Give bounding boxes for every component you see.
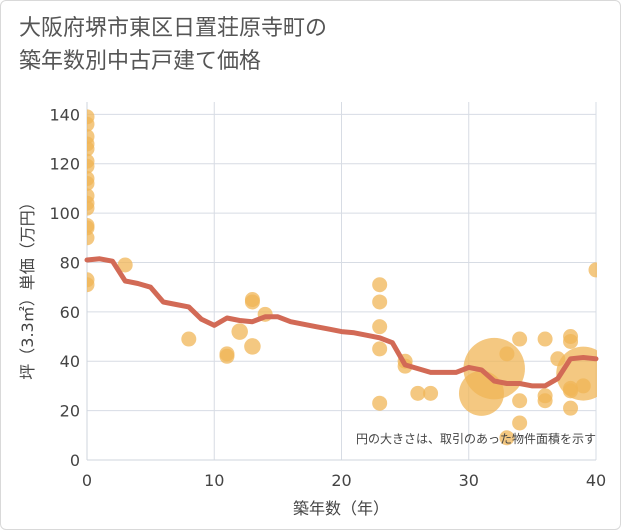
axis-ticks: 0 20 40 60 80 100 120 140 0 10 20 30 40 <box>49 105 606 490</box>
scatter-point <box>87 200 95 216</box>
scatter-point <box>512 415 528 431</box>
x-tick-label: 0 <box>82 471 92 490</box>
chart-title: 大阪府堺市東区日置荘原寺町の 築年数別中古戸建て価格 <box>19 16 328 74</box>
scatter-point <box>87 141 95 157</box>
scatter-point <box>117 257 133 273</box>
y-tick-label: 80 <box>60 253 80 272</box>
x-tick-label: 10 <box>204 471 224 490</box>
y-tick-label: 20 <box>60 402 80 421</box>
y-tick-label: 60 <box>60 303 80 322</box>
scatter-point <box>499 346 515 362</box>
y-tick-label: 120 <box>49 155 80 174</box>
scatter-point <box>219 348 235 364</box>
scatter-point <box>87 175 95 191</box>
scatter-point <box>563 333 579 349</box>
scatter-point <box>87 277 95 293</box>
scatter-point <box>563 383 579 399</box>
scatter-point <box>537 393 553 409</box>
trend-line-group <box>84 256 599 389</box>
scatter-point <box>244 294 260 310</box>
scatter-point <box>512 331 528 347</box>
scatter-point <box>423 385 439 401</box>
scatter-point <box>537 331 553 347</box>
grid <box>86 102 597 461</box>
scatter-point <box>181 331 197 347</box>
scatter-point <box>410 385 426 401</box>
y-tick-label: 0 <box>70 451 80 470</box>
scatter-points <box>87 109 597 446</box>
x-tick-label: 20 <box>331 471 351 490</box>
scatter-point <box>458 370 504 416</box>
scatter-point <box>563 400 579 416</box>
scatter-point <box>512 393 528 409</box>
scatter-point <box>499 430 515 446</box>
y-tick-label: 40 <box>60 352 80 371</box>
scatter-point <box>372 395 388 411</box>
y-axis-label: 坪（3.3㎡）単価（万円） <box>18 194 37 379</box>
x-axis-label: 築年数（年） <box>293 499 389 518</box>
scatter-point <box>372 319 388 335</box>
scatter-point <box>87 158 95 174</box>
scatter-point <box>372 294 388 310</box>
scatter-point <box>372 341 388 357</box>
size-note: 円の大きさは、取引のあった物件面積を示す <box>356 431 596 446</box>
scatter-point <box>588 262 597 278</box>
trend-line <box>84 256 599 389</box>
scatter-point <box>87 230 95 246</box>
scatter-point <box>244 338 261 355</box>
y-tick-label: 140 <box>49 105 80 124</box>
scatter-point <box>87 116 95 132</box>
x-tick-label: 30 <box>459 471 479 490</box>
scatter-point <box>550 351 566 367</box>
scatter-point <box>575 378 591 394</box>
scatter-point <box>231 323 248 340</box>
x-tick-label: 40 <box>586 471 606 490</box>
scatter-point <box>372 277 388 293</box>
y-tick-label: 100 <box>49 204 80 223</box>
